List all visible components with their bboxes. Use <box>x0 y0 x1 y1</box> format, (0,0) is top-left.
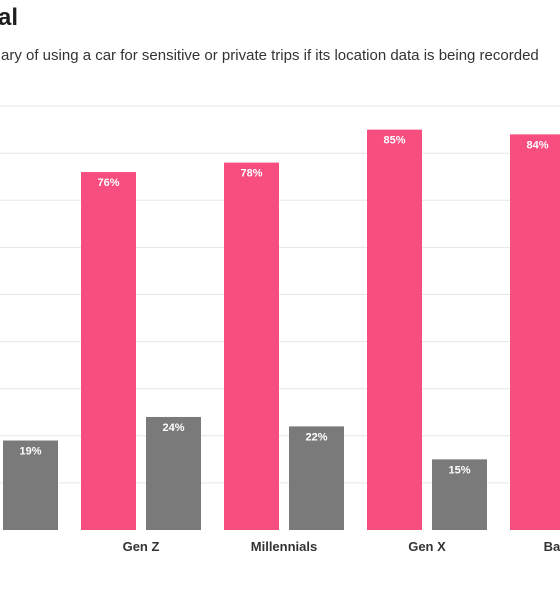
category-label: Gen X <box>408 539 446 554</box>
bar-value-label: 84% <box>526 139 548 151</box>
bar-value-label: 76% <box>97 177 119 189</box>
category-label: Millennials <box>251 539 317 554</box>
bar-not-wary <box>3 440 58 530</box>
category-label: Gen Z <box>123 539 160 554</box>
bar-value-label: 15% <box>448 464 470 476</box>
bar-not-wary <box>146 416 201 530</box>
bar-value-label: 78% <box>240 168 262 180</box>
category-label: Baby Bo <box>544 539 560 554</box>
bar-not-wary <box>289 426 344 530</box>
bar-value-label: 19% <box>19 446 41 458</box>
bar-value-label: 85% <box>383 135 405 147</box>
bar-wary <box>81 172 136 531</box>
bar-wary <box>367 129 422 530</box>
chart-title: al <box>0 4 19 31</box>
bar-wary <box>510 134 560 531</box>
bar-value-label: 24% <box>162 422 184 434</box>
bar-value-label: 22% <box>305 431 327 443</box>
bar-wary <box>224 162 279 530</box>
chart-subtitle: ary of using a car for sensitive or priv… <box>1 47 539 64</box>
bar-not-wary <box>432 459 487 530</box>
